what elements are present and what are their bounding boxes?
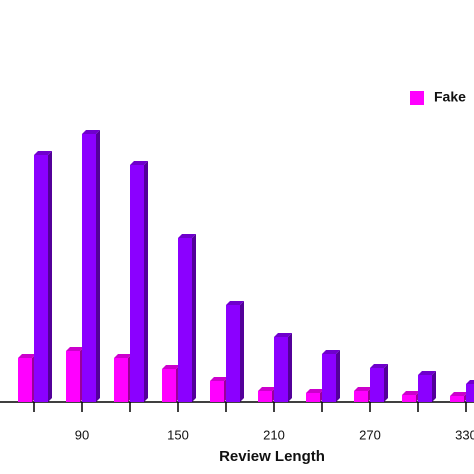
- bar-front: [466, 384, 474, 402]
- bar-front: [66, 351, 80, 402]
- x-tick-label: 150: [167, 427, 189, 442]
- bar: [18, 354, 36, 402]
- bar: [178, 234, 196, 402]
- bar-front: [418, 375, 432, 402]
- bar-top: [322, 350, 340, 354]
- bar-front: [354, 391, 368, 402]
- bar: [466, 380, 474, 402]
- bar: [370, 364, 388, 402]
- bar-top: [450, 392, 468, 396]
- bar-top: [466, 380, 474, 384]
- bar: [402, 391, 420, 402]
- bar-front: [306, 393, 320, 402]
- bar-top: [82, 130, 100, 134]
- bar-front: [450, 396, 464, 402]
- bar-front: [210, 381, 224, 402]
- bar-front: [322, 354, 336, 402]
- x-tick-label: 210: [263, 427, 285, 442]
- bar-top: [226, 301, 244, 305]
- bar: [66, 347, 84, 402]
- bar-top: [210, 377, 228, 381]
- bar-top: [274, 333, 292, 337]
- bar: [354, 387, 372, 402]
- bar-top: [306, 389, 324, 393]
- bar: [258, 387, 276, 402]
- bar: [418, 371, 436, 402]
- bar-top: [18, 354, 36, 358]
- bar: [450, 392, 468, 402]
- bar-top: [130, 161, 148, 165]
- bar-front: [162, 369, 176, 402]
- bar: [210, 377, 228, 402]
- bar: [226, 301, 244, 402]
- bar: [274, 333, 292, 402]
- bar-front: [34, 155, 48, 402]
- bar: [162, 365, 180, 402]
- bar-top: [418, 371, 436, 375]
- bar-top: [66, 347, 84, 351]
- bar: [322, 350, 340, 402]
- bar-top: [354, 387, 372, 391]
- bar-top: [402, 391, 420, 395]
- bar: [34, 151, 52, 402]
- bar-side: [144, 161, 148, 402]
- legend-swatch: [410, 91, 424, 105]
- bar-side: [192, 234, 196, 402]
- bar-side: [384, 364, 388, 402]
- bar-front: [402, 395, 416, 402]
- bar: [306, 389, 324, 402]
- bar-front: [82, 134, 96, 402]
- legend-label: Fake: [434, 89, 466, 105]
- bar: [114, 354, 132, 402]
- bar-front: [178, 238, 192, 402]
- bar-top: [178, 234, 196, 238]
- x-tick-label: 270: [359, 427, 381, 442]
- bar-top: [162, 365, 180, 369]
- bar-side: [240, 301, 244, 402]
- bar: [82, 130, 100, 402]
- bar-front: [370, 368, 384, 402]
- x-tick-label: 330: [455, 427, 474, 442]
- bar-side: [96, 130, 100, 402]
- bar-top: [114, 354, 132, 358]
- bar: [130, 161, 148, 402]
- bar-front: [274, 337, 288, 402]
- bar-side: [288, 333, 292, 402]
- bar-front: [226, 305, 240, 402]
- x-tick-label: 90: [75, 427, 89, 442]
- bar-side: [432, 371, 436, 402]
- bar-front: [130, 165, 144, 402]
- bar-side: [336, 350, 340, 402]
- bar-side: [48, 151, 52, 402]
- bar-top: [258, 387, 276, 391]
- x-axis-title: Review Length: [219, 448, 325, 465]
- bar-front: [114, 358, 128, 402]
- bar-top: [370, 364, 388, 368]
- bar-front: [18, 358, 32, 402]
- bar-front: [258, 391, 272, 402]
- bar-top: [34, 151, 52, 155]
